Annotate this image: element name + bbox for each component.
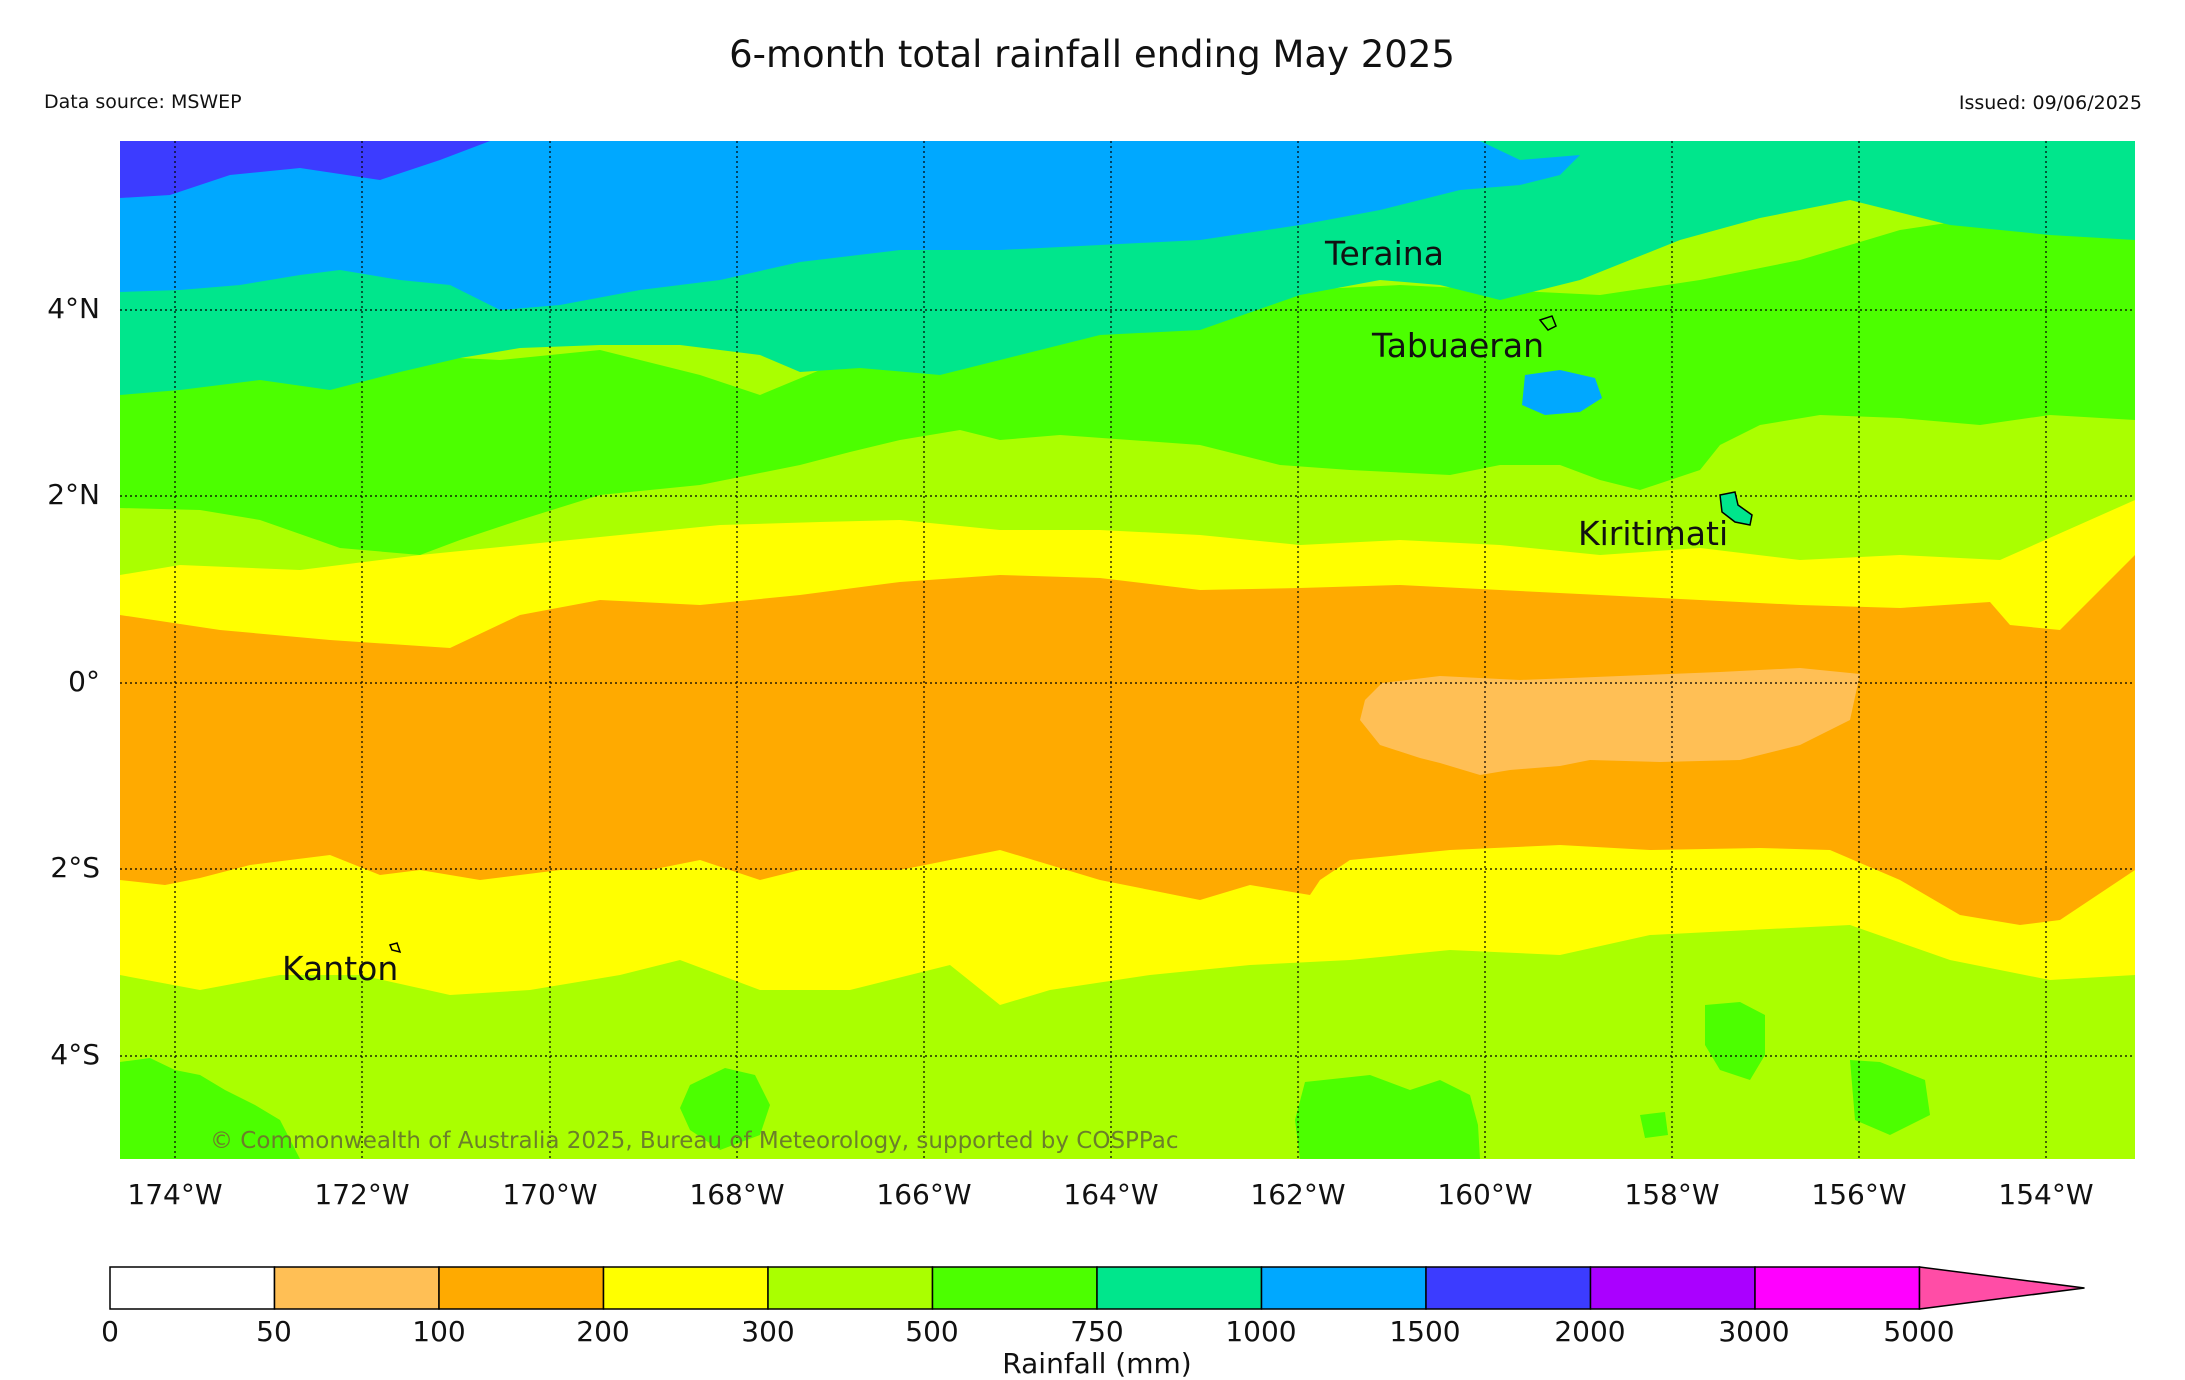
colorbar-tick: 50 (256, 1315, 292, 1348)
colorbar-tick: 1500 (1389, 1315, 1460, 1348)
x-tick-label: 174°W (127, 1178, 222, 1211)
colorbar-tick-labels: 0 50 100 200 300 500 750 1000 1500 2000 … (101, 1315, 1955, 1348)
colorbar-tick: 1000 (1225, 1315, 1296, 1348)
y-tick-label: 4°S (50, 1038, 100, 1071)
rainfall-map: Teraina Tabuaeran Kiritimati Kanton © Co… (120, 141, 2135, 1159)
island-kanton-outline (388, 942, 402, 954)
y-tick-label: 2°S (50, 851, 100, 884)
place-labels: Teraina Tabuaeran Kiritimati Kanton (282, 234, 1728, 988)
colorbar-tick: 3000 (1718, 1315, 1789, 1348)
y-tick-label: 4°N (47, 292, 100, 325)
colorbar-swatch (1589, 1266, 1756, 1310)
x-tick-label: 158°W (1624, 1178, 1719, 1211)
y-tick-label: 0° (68, 665, 100, 698)
colorbar-tick: 5000 (1883, 1315, 1954, 1348)
colorbar-swatch (273, 1266, 440, 1310)
colorbar-tick: 0 (101, 1315, 119, 1348)
x-tick-label: 156°W (1811, 1178, 1906, 1211)
y-axis: 4°N 2°N 0° 2°S 4°S (47, 292, 100, 1071)
x-tick-label: 164°W (1063, 1178, 1158, 1211)
colorbar-swatch (1425, 1266, 1592, 1310)
graticule (120, 141, 2135, 1159)
band-500-750-north (120, 215, 2135, 555)
colorbar-tick: 300 (741, 1315, 794, 1348)
band-100-200 (120, 555, 2135, 925)
colorbar-tick: 100 (412, 1315, 465, 1348)
x-tick-label: 154°W (1998, 1178, 2093, 1211)
x-tick-label: 166°W (876, 1178, 971, 1211)
x-axis: 174°W 172°W 170°W 168°W 166°W 164°W 162°… (127, 1178, 2093, 1211)
island-kiritimati-outline (1719, 491, 1753, 526)
colorbar-swatch (1754, 1266, 1921, 1310)
colorbar-tick: 750 (1070, 1315, 1123, 1348)
island-outlines (388, 315, 1753, 954)
x-tick-label: 160°W (1437, 1178, 1532, 1211)
band-500-750-south (120, 1002, 1930, 1159)
colorbar-swatch (438, 1266, 605, 1310)
colorbar-label: Rainfall (mm) (1002, 1347, 1191, 1380)
copyright-notice: © Commonwealth of Australia 2025, Bureau… (210, 1128, 1179, 1154)
colorbar-swatches (109, 1266, 2085, 1310)
place-label-tabuaeran: Tabuaeran (1371, 326, 1544, 365)
colorbar-swatch (931, 1266, 1098, 1310)
x-tick-label: 172°W (314, 1178, 409, 1211)
place-label-teraina: Teraina (1324, 234, 1444, 273)
band-1000-1500 (120, 141, 1580, 310)
island-tabuaeran-outline (1538, 315, 1557, 331)
issued-date-label: Issued: 09/06/2025 (1959, 92, 2142, 114)
data-source-label: Data source: MSWEP (44, 91, 242, 113)
place-label-kiritimati: Kiritimati (1578, 514, 1728, 553)
colorbar-tick: 2000 (1554, 1315, 1625, 1348)
x-tick-label: 162°W (1250, 1178, 1345, 1211)
colorbar-swatch (767, 1266, 934, 1310)
colorbar-swatch (1096, 1266, 1263, 1310)
y-tick-label: 2°N (47, 478, 100, 511)
x-tick-label: 170°W (502, 1178, 597, 1211)
band-1500-2000 (120, 141, 490, 198)
colorbar-swatch (602, 1266, 769, 1310)
blue-patch (1522, 370, 1602, 415)
colorbar-swatch (1260, 1266, 1427, 1310)
x-tick-label: 168°W (689, 1178, 784, 1211)
colorbar-extension-arrow (1918, 1266, 2085, 1310)
band-50-100 (1360, 668, 1860, 775)
colorbar: 0 50 100 200 300 500 750 1000 1500 2000 … (101, 1266, 2085, 1380)
place-label-kanton: Kanton (282, 949, 398, 988)
colorbar-tick: 500 (905, 1315, 958, 1348)
colorbar-tick: 200 (576, 1315, 629, 1348)
colorbar-swatch (109, 1266, 276, 1310)
map-title: 6-month total rainfall ending May 2025 (729, 33, 1455, 76)
